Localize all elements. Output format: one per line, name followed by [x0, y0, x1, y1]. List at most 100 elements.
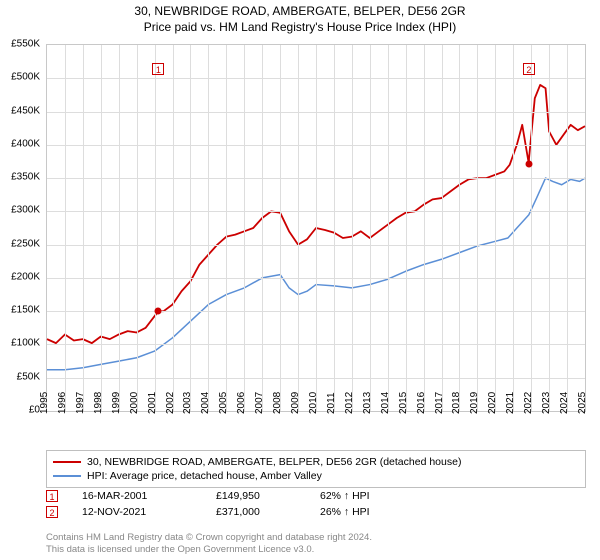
sale-events: 1 16-MAR-2001 £149,950 62% ↑ HPI 2 12-NOV-202…: [46, 490, 586, 522]
event-price: £149,950: [216, 490, 296, 502]
event-date: 16-MAR-2001: [82, 490, 192, 502]
event-pct: 26% ↑ HPI: [320, 506, 400, 518]
x-axis-label: 2017: [434, 392, 448, 414]
x-axis-label: 1999: [111, 392, 125, 414]
y-axis-label: £50K: [0, 371, 40, 382]
y-axis-label: £0: [0, 405, 40, 416]
x-axis-label: 2002: [165, 392, 179, 414]
event-date: 12-NOV-2021: [82, 506, 192, 518]
y-axis-label: £400K: [0, 138, 40, 149]
y-axis-label: £350K: [0, 172, 40, 183]
x-axis-label: 2012: [344, 392, 358, 414]
legend-label: HPI: Average price, detached house, Ambe…: [87, 470, 322, 482]
legend: 30, NEWBRIDGE ROAD, AMBERGATE, BELPER, D…: [46, 450, 586, 488]
event-row: 1 16-MAR-2001 £149,950 62% ↑ HPI: [46, 490, 586, 502]
x-axis-label: 2016: [416, 392, 430, 414]
x-axis-label: 2005: [218, 392, 232, 414]
grid-v: [173, 45, 174, 411]
grid-v: [513, 45, 514, 411]
event-marker-badge: 1: [46, 490, 58, 502]
grid-v: [567, 45, 568, 411]
grid-v: [262, 45, 263, 411]
legend-label: 30, NEWBRIDGE ROAD, AMBERGATE, BELPER, D…: [87, 456, 461, 468]
grid-v: [298, 45, 299, 411]
copyright-text: Contains HM Land Registry data © Crown c…: [46, 532, 586, 556]
grid-v: [65, 45, 66, 411]
x-axis-label: 2013: [362, 392, 376, 414]
grid-v: [370, 45, 371, 411]
event-marker-badge: 2: [46, 506, 58, 518]
grid-v: [244, 45, 245, 411]
grid-v: [101, 45, 102, 411]
grid-v: [388, 45, 389, 411]
grid-v: [549, 45, 550, 411]
grid-v: [442, 45, 443, 411]
x-axis-label: 2015: [398, 392, 412, 414]
y-axis-label: £250K: [0, 238, 40, 249]
legend-swatch: [53, 461, 81, 463]
sale-marker-dot: [525, 161, 532, 168]
y-axis-label: £550K: [0, 39, 40, 50]
x-axis-label: 2001: [147, 392, 161, 414]
copyright-line1: Contains HM Land Registry data © Crown c…: [46, 532, 586, 544]
x-axis-label: 2008: [272, 392, 286, 414]
x-axis-label: 2024: [559, 392, 573, 414]
x-axis-label: 2018: [451, 392, 465, 414]
grid-v: [155, 45, 156, 411]
x-axis-label: 2006: [236, 392, 250, 414]
x-axis-label: 2007: [254, 392, 268, 414]
x-axis-label: 2011: [326, 392, 340, 414]
sale-marker-dot: [155, 308, 162, 315]
grid-v: [459, 45, 460, 411]
grid-v: [226, 45, 227, 411]
grid-v: [190, 45, 191, 411]
grid-v: [83, 45, 84, 411]
sale-marker-annot: 2: [523, 63, 535, 75]
event-row: 2 12-NOV-2021 £371,000 26% ↑ HPI: [46, 506, 586, 518]
legend-row: HPI: Average price, detached house, Ambe…: [53, 469, 579, 483]
grid-v: [424, 45, 425, 411]
x-axis-label: 2022: [523, 392, 537, 414]
x-axis-label: 1996: [57, 392, 71, 414]
x-axis-label: 2023: [541, 392, 555, 414]
x-axis-label: 2021: [505, 392, 519, 414]
x-axis-label: 2014: [380, 392, 394, 414]
x-axis-label: 2000: [129, 392, 143, 414]
grid-v: [119, 45, 120, 411]
event-pct: 62% ↑ HPI: [320, 490, 400, 502]
event-price: £371,000: [216, 506, 296, 518]
x-axis-label: 2010: [308, 392, 322, 414]
grid-v: [495, 45, 496, 411]
x-axis-label: 1998: [93, 392, 107, 414]
legend-row: 30, NEWBRIDGE ROAD, AMBERGATE, BELPER, D…: [53, 455, 579, 469]
grid-v: [208, 45, 209, 411]
y-axis-label: £100K: [0, 338, 40, 349]
x-axis-label: 1997: [75, 392, 89, 414]
y-axis-label: £500K: [0, 72, 40, 83]
grid-v: [280, 45, 281, 411]
y-axis-label: £300K: [0, 205, 40, 216]
sale-marker-annot: 1: [152, 63, 164, 75]
grid-v: [316, 45, 317, 411]
x-axis-label: 2025: [577, 392, 591, 414]
y-axis-label: £200K: [0, 271, 40, 282]
grid-v: [137, 45, 138, 411]
legend-swatch: [53, 475, 81, 477]
x-axis-label: 2020: [487, 392, 501, 414]
x-axis-label: 2003: [182, 392, 196, 414]
x-axis-label: 2009: [290, 392, 304, 414]
x-axis-label: 1995: [39, 392, 53, 414]
grid-v: [477, 45, 478, 411]
copyright-line2: This data is licensed under the Open Gov…: [46, 544, 586, 556]
grid-v: [334, 45, 335, 411]
chart-container: 30, NEWBRIDGE ROAD, AMBERGATE, BELPER, D…: [0, 0, 600, 560]
chart-title-line2: Price paid vs. HM Land Registry's House …: [0, 20, 600, 34]
x-axis-label: 2004: [200, 392, 214, 414]
plot-area: 12: [46, 44, 586, 412]
grid-v: [352, 45, 353, 411]
chart-title-line1: 30, NEWBRIDGE ROAD, AMBERGATE, BELPER, D…: [0, 4, 600, 18]
grid-v: [406, 45, 407, 411]
y-axis-label: £150K: [0, 305, 40, 316]
x-axis-label: 2019: [469, 392, 483, 414]
grid-v: [531, 45, 532, 411]
